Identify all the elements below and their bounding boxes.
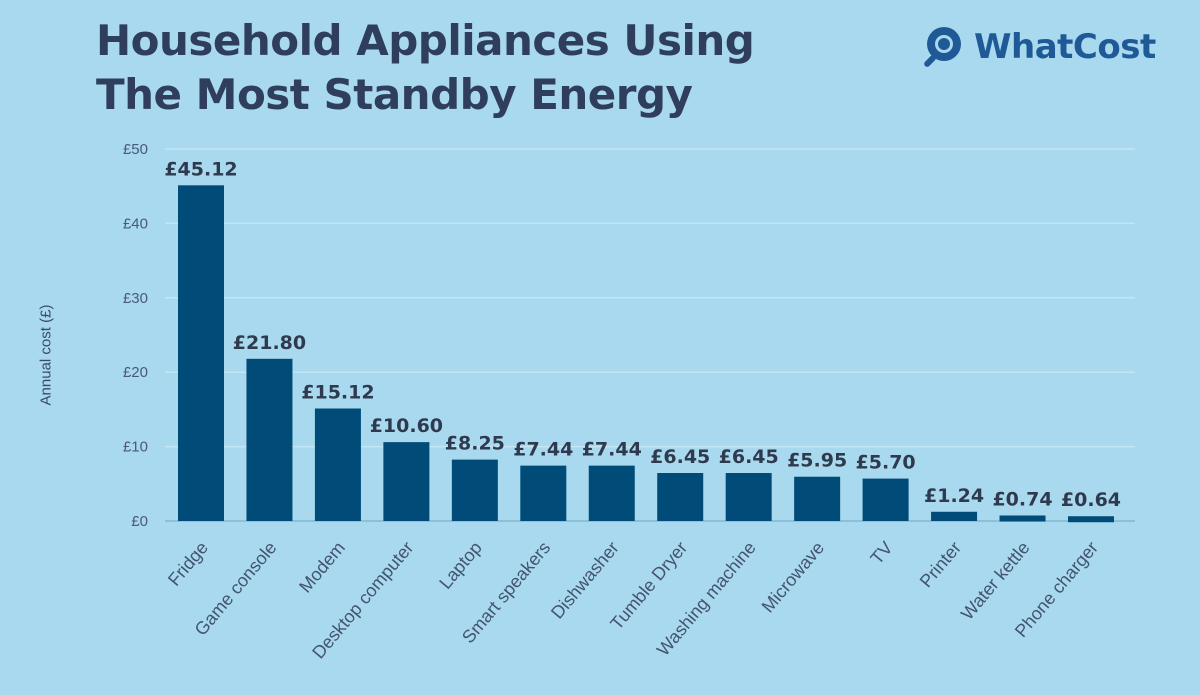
x-category-label: Microwave (758, 538, 829, 617)
bar-printer (931, 512, 977, 521)
data-label: £45.12 (164, 158, 237, 180)
data-label: £7.44 (582, 439, 642, 461)
bar-phone-charger (1068, 516, 1114, 522)
y-axis-ticks: £0 £10 £20 £30 £40 £50 (123, 141, 148, 530)
x-category-label: Laptop (435, 538, 486, 593)
data-label: £0.64 (1061, 489, 1121, 511)
data-label: £1.24 (924, 485, 984, 507)
x-category-label: TV (867, 538, 897, 568)
data-label: £5.95 (787, 450, 847, 472)
y-tick-label: £30 (123, 290, 148, 307)
bar-tv (863, 479, 909, 521)
y-tick-label: £20 (123, 364, 148, 381)
bar-washing-machine (726, 473, 772, 521)
data-label: £5.70 (856, 452, 916, 474)
bar-dishwasher (589, 466, 635, 521)
bar-smart-speakers (520, 466, 566, 521)
data-labels: £45.12 £21.80 £15.12 £10.60£8.25 £7.44 £7.44 £… (164, 158, 1121, 511)
data-label: £7.44 (513, 439, 573, 461)
data-label: £15.12 (301, 382, 374, 404)
bars (178, 185, 1114, 522)
x-category-label: Printer (916, 538, 965, 591)
y-tick-label: £50 (123, 141, 148, 158)
bar-microwave (794, 477, 840, 521)
data-label: £6.45 (719, 446, 779, 468)
bar-water-kettle (1000, 515, 1046, 521)
bar-game-console (246, 359, 292, 521)
bar-chart: £0 £10 £20 £30 £40 £50 £45.12 £21.80 £15.12 £10.… (0, 0, 1200, 695)
data-label: £0.74 (992, 488, 1052, 510)
data-label: £21.80 (233, 332, 306, 354)
x-category-label: Fridge (164, 538, 212, 590)
bar-laptop (452, 460, 498, 521)
bar-tumble-dryer (657, 473, 703, 521)
y-tick-label: £0 (131, 513, 148, 530)
bar-modem (315, 409, 361, 521)
data-label: £10.60 (370, 415, 443, 437)
x-category-label: Water kettle (957, 538, 1034, 624)
bar-desktop-computer (383, 442, 429, 521)
bar-fridge (178, 185, 224, 521)
x-category-label: Modem (295, 538, 349, 597)
x-category-label: Dishwasher (547, 538, 623, 623)
data-label: £8.25 (445, 433, 505, 455)
y-tick-label: £40 (123, 215, 148, 232)
data-label: £6.45 (650, 446, 710, 468)
y-tick-label: £10 (123, 439, 148, 456)
